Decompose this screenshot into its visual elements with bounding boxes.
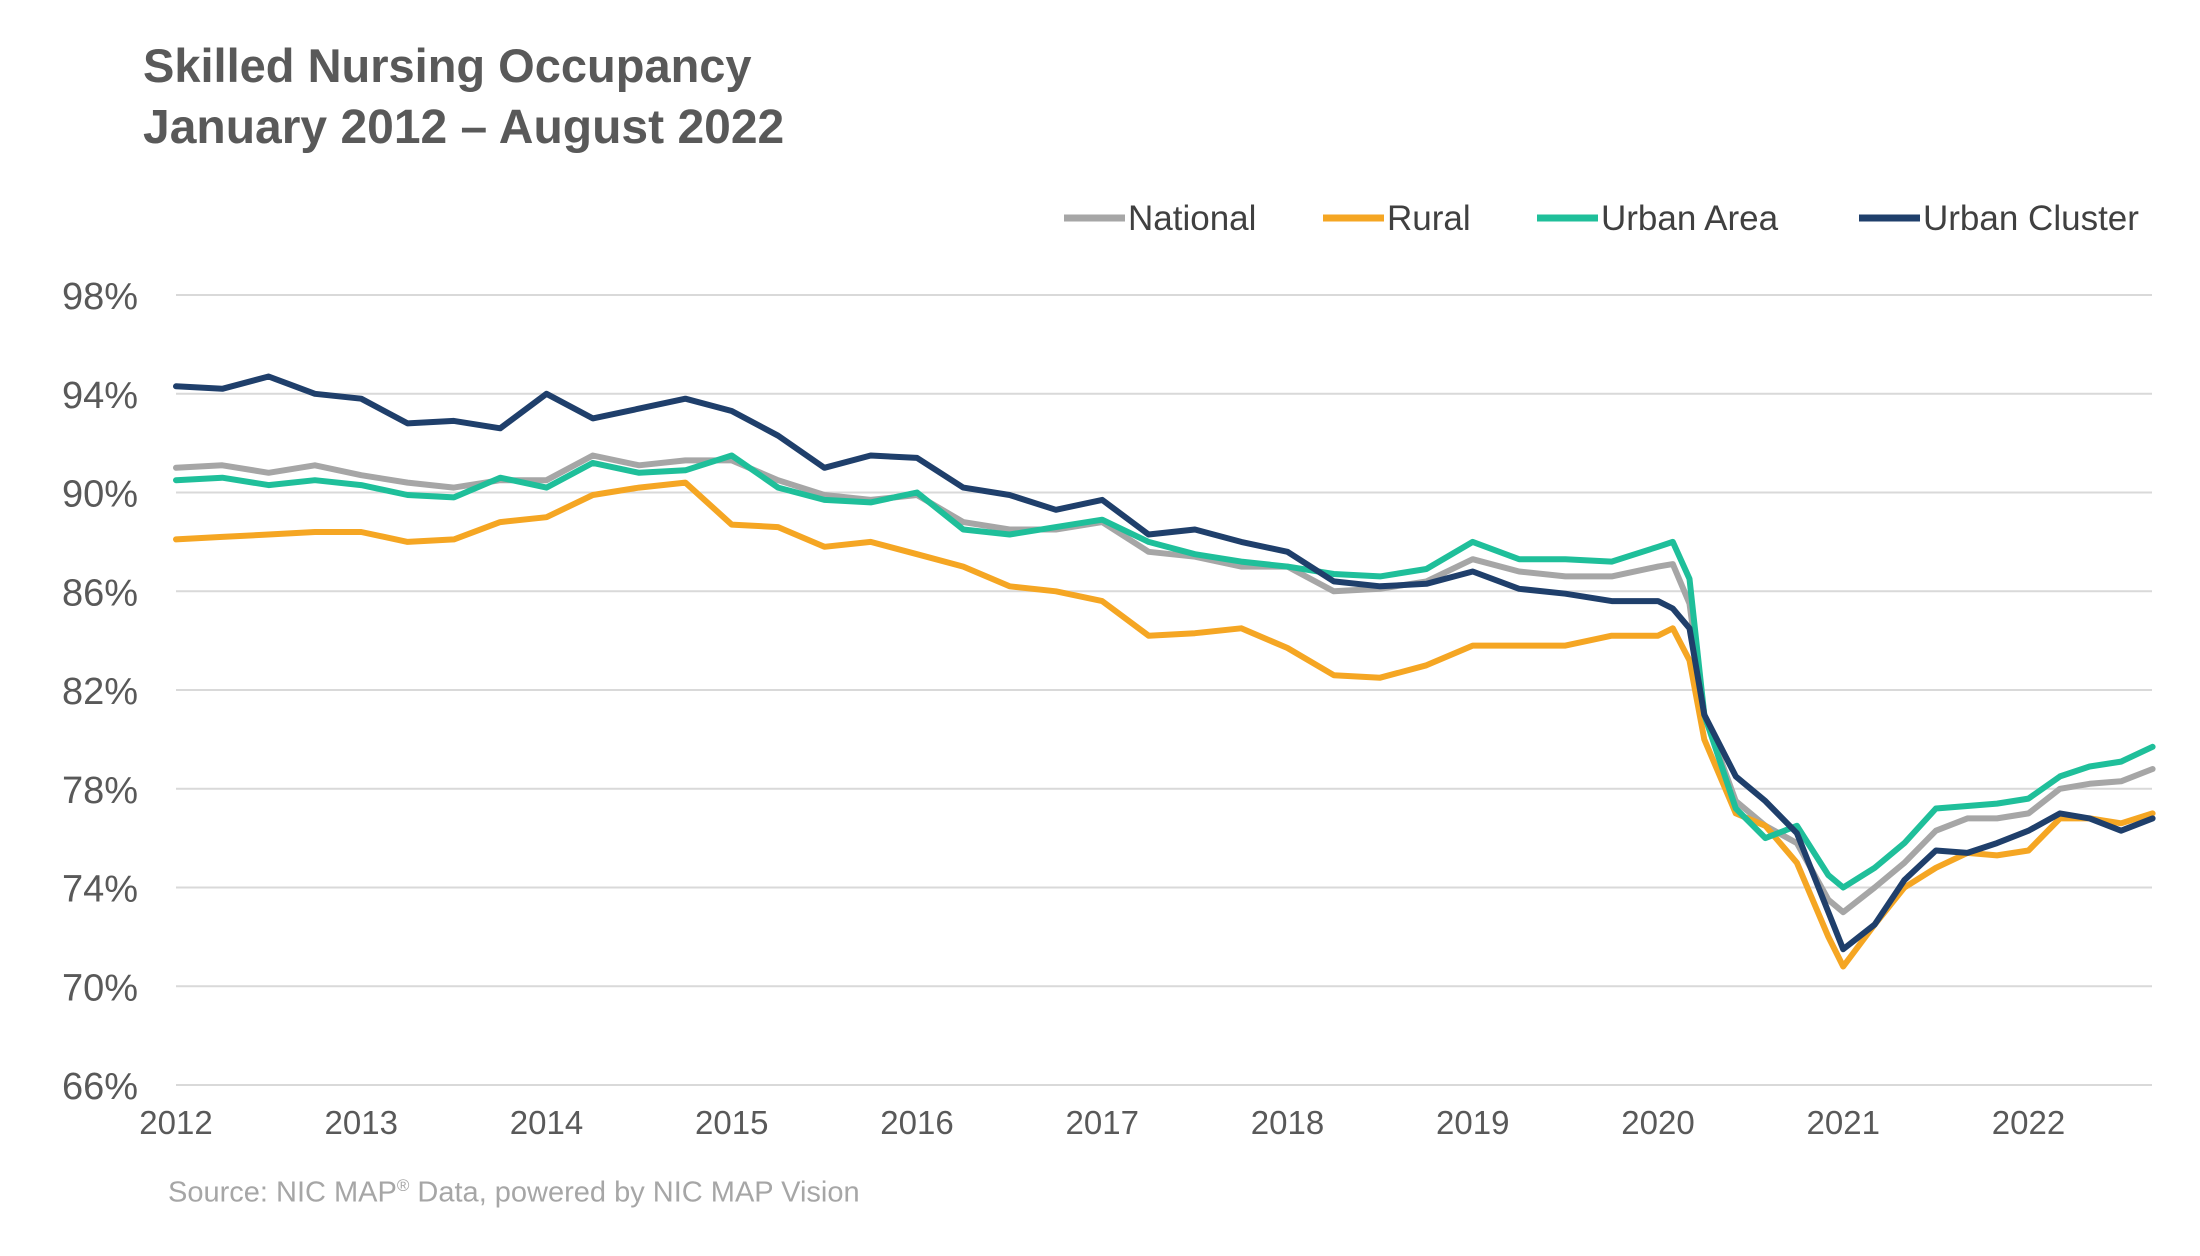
legend-label: Rural [1387,199,1471,238]
legend-label: National [1128,199,1256,238]
y-tick-label: 90% [62,474,138,516]
y-tick-label: 98% [62,276,138,318]
gridlines [176,294,2152,1086]
x-tick-label: 2017 [1066,1104,1139,1141]
x-tick-label: 2013 [325,1104,398,1141]
chart-title: Skilled Nursing Occupancy [143,39,752,92]
x-tick-label: 2020 [1621,1104,1694,1141]
y-tick-label: 66% [62,1066,138,1108]
source-suffix: Data, powered by NIC MAP Vision [409,1176,860,1209]
series-line-national [173,452,2156,916]
x-tick-label: 2012 [139,1104,212,1141]
y-tick-label: 70% [62,967,138,1009]
y-tick-label: 78% [62,770,138,812]
registered-mark: ® [396,1176,410,1195]
x-tick-label: 2021 [1807,1104,1880,1141]
legend: National Rural Urban Area Urban Cluster [1064,199,2139,238]
y-axis-labels: 66% 70% 74% 78% 82% 86% 90% 94% 98% [62,276,138,1108]
legend-label: Urban Area [1601,199,1779,238]
legend-item-rural: Rural [1323,199,1471,238]
x-tick-label: 2018 [1251,1104,1324,1141]
chart-subtitle: January 2012 – August 2022 [143,101,785,154]
x-tick-label: 2019 [1436,1104,1509,1141]
x-tick-label: 2016 [880,1104,953,1141]
y-tick-label: 82% [62,671,138,713]
series-line-urban-area [173,452,2156,891]
y-tick-label: 94% [62,375,138,417]
x-axis-labels: 2012 2013 2014 2015 2016 2017 2018 2019 2020 2021… [139,1104,2065,1141]
x-tick-label: 2015 [695,1104,768,1141]
source-note: Source: NIC MAP® Data, powered by NIC MA… [168,1176,860,1210]
series-lines [173,373,2156,970]
legend-item-national: National [1064,199,1256,238]
source-prefix: Source: NIC MAP [168,1176,397,1209]
y-tick-label: 74% [62,869,138,911]
legend-label: Urban Cluster [1923,199,2139,238]
x-tick-label: 2022 [1992,1104,2065,1141]
legend-item-urban-cluster: Urban Cluster [1859,199,2139,238]
x-tick-label: 2014 [510,1104,583,1141]
y-tick-label: 86% [62,572,138,614]
series-line-urban-cluster [173,373,2156,953]
legend-item-urban-area: Urban Area [1537,199,1779,238]
